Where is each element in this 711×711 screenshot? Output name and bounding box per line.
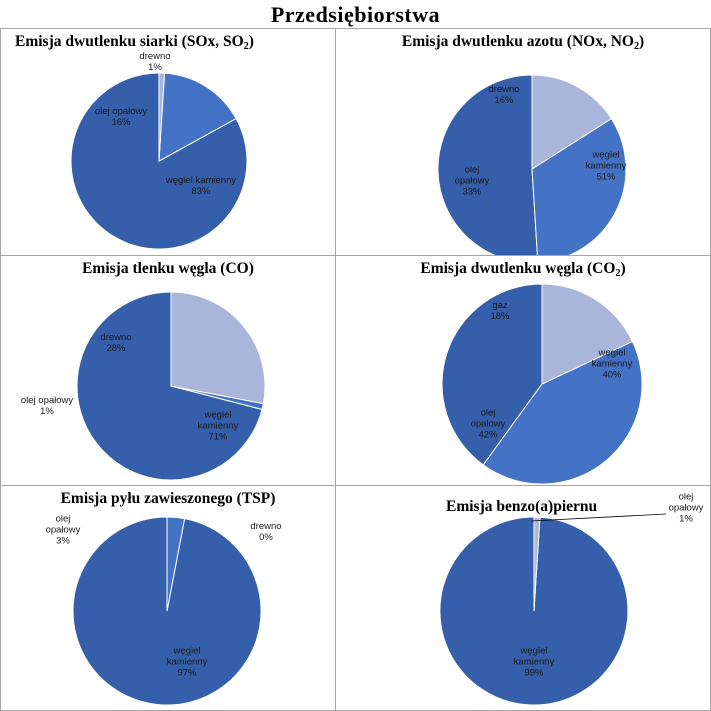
data-label: drewno 0% bbox=[250, 521, 281, 543]
data-label: olej opałowy 16% bbox=[95, 106, 147, 128]
chart-title: Emisja dwutlenku siarki (SOx, SO2) bbox=[15, 33, 254, 52]
data-label-value: 51% bbox=[596, 171, 616, 183]
data-label-value: 40% bbox=[602, 369, 622, 381]
data-label-value: 3% bbox=[56, 535, 70, 547]
data-label-value: 1% bbox=[148, 62, 162, 73]
page-title: Przedsiębiorstwa bbox=[270, 2, 441, 27]
pie-chart bbox=[437, 74, 627, 255]
data-label-name: węgiel kamienny bbox=[585, 149, 627, 172]
data-label: węgiel kamienny 71% bbox=[192, 410, 244, 443]
data-label-name: węgiel kamienny bbox=[166, 645, 208, 668]
pie-chart bbox=[72, 516, 262, 706]
data-label: olej opałowy 42% bbox=[462, 408, 514, 441]
data-label-value: 1% bbox=[679, 513, 693, 525]
data-label: drewno 16% bbox=[488, 84, 519, 106]
data-label-name: gaz bbox=[492, 300, 508, 311]
pie-slice bbox=[170, 291, 266, 405]
data-label-name: olej opałowy bbox=[470, 407, 506, 430]
data-label: olej opałowy 1% bbox=[660, 492, 711, 525]
data-label-name: węgiel kamienny bbox=[197, 409, 239, 432]
chart-title: Emisja dwutlenku węgla (CO2) bbox=[420, 260, 626, 279]
data-label-name: drewno bbox=[488, 84, 520, 95]
data-label-value: 33% bbox=[462, 186, 482, 198]
pie-slice bbox=[158, 72, 166, 162]
chart-title: Emisja dwutlenku azotu (NOx, NO2) bbox=[401, 33, 645, 52]
pie-chart bbox=[76, 291, 266, 481]
data-label-name: olej opałowy bbox=[668, 491, 704, 514]
data-label: węgiel kamienny 97% bbox=[161, 646, 213, 679]
data-label-value: 16% bbox=[111, 117, 131, 128]
pie-slice bbox=[531, 74, 613, 170]
data-label-value: 83% bbox=[191, 186, 211, 197]
data-label-value: 99% bbox=[524, 667, 544, 679]
data-label: węgiel kamienny 51% bbox=[580, 150, 632, 183]
data-label: drewno 1% bbox=[139, 51, 170, 73]
pie-slice bbox=[531, 117, 627, 255]
data-label: olej opałowy 33% bbox=[446, 165, 498, 198]
pie-slice bbox=[541, 283, 634, 385]
data-label-name: węgiel kamienny bbox=[591, 347, 633, 370]
chart-title: Emisja pyłu zawieszonego (TSP) bbox=[60, 490, 276, 507]
data-label-value: 97% bbox=[177, 667, 197, 679]
data-label-value: 16% bbox=[494, 95, 514, 106]
data-label-value: 28% bbox=[106, 343, 126, 354]
data-label-value: 0% bbox=[259, 532, 273, 543]
data-label-name: drewno bbox=[100, 332, 132, 343]
data-label-value: 42% bbox=[478, 429, 498, 441]
data-label: węgiel kamienny 40% bbox=[586, 348, 638, 381]
pie-slice bbox=[76, 291, 263, 481]
chart-panel-co: Emisja tlenku węgla (CO) węgiel kamienny… bbox=[0, 255, 336, 486]
data-label: węgiel kamienny 99% bbox=[508, 646, 560, 679]
pie-chart bbox=[70, 72, 248, 250]
data-label-name: węgiel kamienny bbox=[513, 645, 555, 668]
chart-panel-co2: Emisja dwutlenku węgla (CO2) węgiel kami… bbox=[335, 255, 711, 486]
data-label: olej opałowy 1% bbox=[21, 395, 73, 417]
data-label-name: olej opałowy bbox=[20, 395, 74, 406]
data-label: drewno 28% bbox=[100, 332, 131, 354]
data-label-value: 18% bbox=[490, 311, 510, 322]
pie-chart bbox=[441, 283, 643, 485]
data-label-value: 71% bbox=[208, 431, 228, 443]
data-label-name: olej opałowy bbox=[454, 164, 490, 187]
pie-slice bbox=[158, 72, 237, 162]
pie-slice bbox=[482, 340, 643, 485]
leader-line bbox=[530, 513, 667, 522]
data-label: olej opałowy 3% bbox=[37, 514, 89, 547]
pie-slice bbox=[441, 283, 543, 466]
chart-panel-no2: Emisja dwutlenku azotu (NOx, NO2) węgiel… bbox=[335, 28, 711, 256]
chart-panel-so2: Emisja dwutlenku siarki (SOx, SO2) węgie… bbox=[0, 28, 336, 256]
chart-title: Emisja tlenku węgla (CO) bbox=[82, 260, 254, 277]
data-label-name: olej opałowy bbox=[94, 106, 148, 117]
data-label-name: drewno bbox=[139, 51, 171, 62]
chart-panel-bap: Emisja benzo(a)piernu węgiel kamienny 99%… bbox=[335, 485, 711, 711]
chart-panel-tsp: Emisja pyłu zawieszonego (TSP) węgiel ka… bbox=[0, 485, 336, 711]
data-label: gaz 18% bbox=[490, 300, 509, 322]
pie-chart bbox=[439, 513, 667, 706]
pie-slice bbox=[533, 516, 541, 612]
pie-slice bbox=[437, 74, 538, 255]
data-label-value: 1% bbox=[40, 406, 54, 417]
data-label: węgiel kamienny 83% bbox=[166, 175, 236, 197]
chart-title: Emisja benzo(a)piernu bbox=[446, 498, 598, 515]
data-label-name: węgiel kamienny bbox=[165, 175, 237, 186]
data-label-name: drewno bbox=[250, 521, 282, 532]
data-label-name: olej opałowy bbox=[45, 513, 81, 536]
pie-slice bbox=[166, 516, 186, 612]
